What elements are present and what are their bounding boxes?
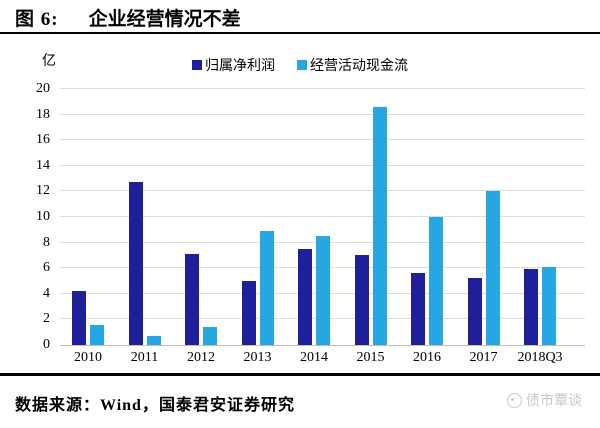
data-source: 数据来源：Wind，国泰君安证券研究 xyxy=(15,397,295,414)
figure-title: 图 6: 企业经营情况不差 xyxy=(15,4,241,31)
bar-net-profit-2016 xyxy=(411,273,425,345)
bar-net-profit-2010 xyxy=(72,291,86,345)
y-tick-label: 2 xyxy=(43,311,50,327)
x-tick-label: 2016 xyxy=(413,350,441,365)
watermark-text: 债市覃谈 xyxy=(526,394,582,409)
y-tick-label: 10 xyxy=(36,209,50,224)
bar-cash-flow-2014 xyxy=(316,236,330,345)
y-axis-labels: 0 2 4 6 8 10 12 14 16 18 20 xyxy=(0,81,50,352)
bar-net-profit-2017 xyxy=(467,278,482,345)
bar-cash-flow-2015 xyxy=(372,106,387,345)
gridline xyxy=(60,164,585,166)
bar-net-profit-2013 xyxy=(241,281,256,345)
bar-net-profit-2018Q3 xyxy=(524,269,538,345)
y-tick-label: 18 xyxy=(36,106,50,122)
legend-marker-icon xyxy=(192,60,202,70)
bar-net-profit-2011 xyxy=(128,182,143,345)
bar-net-profit-2012 xyxy=(185,254,199,345)
figure-title-text: 企业经营情况不差 xyxy=(88,9,241,30)
x-tick-label: 2011 xyxy=(130,350,159,365)
gridline xyxy=(60,113,585,115)
y-axis-unit-label: 亿 xyxy=(42,54,56,69)
y-tick-label: 20 xyxy=(36,81,50,96)
gridline xyxy=(60,139,585,141)
legend-label: 归属净利润 xyxy=(205,59,275,74)
legend-marker-icon xyxy=(297,60,307,70)
chart-legend: 归属净利润 经营活动现金流 xyxy=(0,55,600,75)
x-axis-labels: 2010 2011 2012 2013 2014 2015 2016 2017 2018Q3 xyxy=(60,350,585,368)
plot-area xyxy=(60,88,585,346)
bar-cash-flow-2012 xyxy=(203,327,217,345)
title-divider xyxy=(0,32,600,34)
gridline xyxy=(60,88,585,89)
y-tick-label: 14 xyxy=(36,157,50,173)
legend-item: 经营活动现金流 xyxy=(297,55,408,75)
y-tick-label: 12 xyxy=(36,183,50,199)
gridline xyxy=(60,190,585,192)
gridline xyxy=(60,216,585,217)
x-tick-label: 2013 xyxy=(243,350,272,365)
legend-label: 经营活动现金流 xyxy=(310,59,408,74)
watermark-logo-icon xyxy=(507,392,522,408)
x-tick-label: 2018Q3 xyxy=(517,350,563,365)
y-tick-label: 8 xyxy=(43,234,50,250)
y-tick-label: 6 xyxy=(43,260,50,276)
x-tick-label: 2017 xyxy=(469,350,498,365)
bar-cash-flow-2010 xyxy=(90,324,104,345)
y-tick-label: 0 xyxy=(43,337,50,352)
bar-cash-flow-2011 xyxy=(146,336,161,345)
bar-cash-flow-2017 xyxy=(485,191,500,345)
legend-item: 归属净利润 xyxy=(192,55,275,75)
x-tick-label: 2015 xyxy=(356,350,385,365)
y-tick-label: 4 xyxy=(43,285,50,301)
y-tick-label: 16 xyxy=(36,132,50,148)
footer-divider xyxy=(0,373,600,376)
x-tick-label: 2010 xyxy=(74,350,102,365)
bar-cash-flow-2013 xyxy=(259,231,274,345)
watermark: 债市覃谈 xyxy=(507,390,582,410)
figure-number: 图 6: xyxy=(15,9,59,30)
bar-net-profit-2014 xyxy=(298,249,312,345)
bar-cash-flow-2018Q3 xyxy=(542,266,556,345)
bar-cash-flow-2016 xyxy=(429,217,443,345)
x-tick-label: 2014 xyxy=(300,350,328,365)
bar-net-profit-2015 xyxy=(354,255,369,345)
x-tick-label: 2012 xyxy=(187,350,215,365)
